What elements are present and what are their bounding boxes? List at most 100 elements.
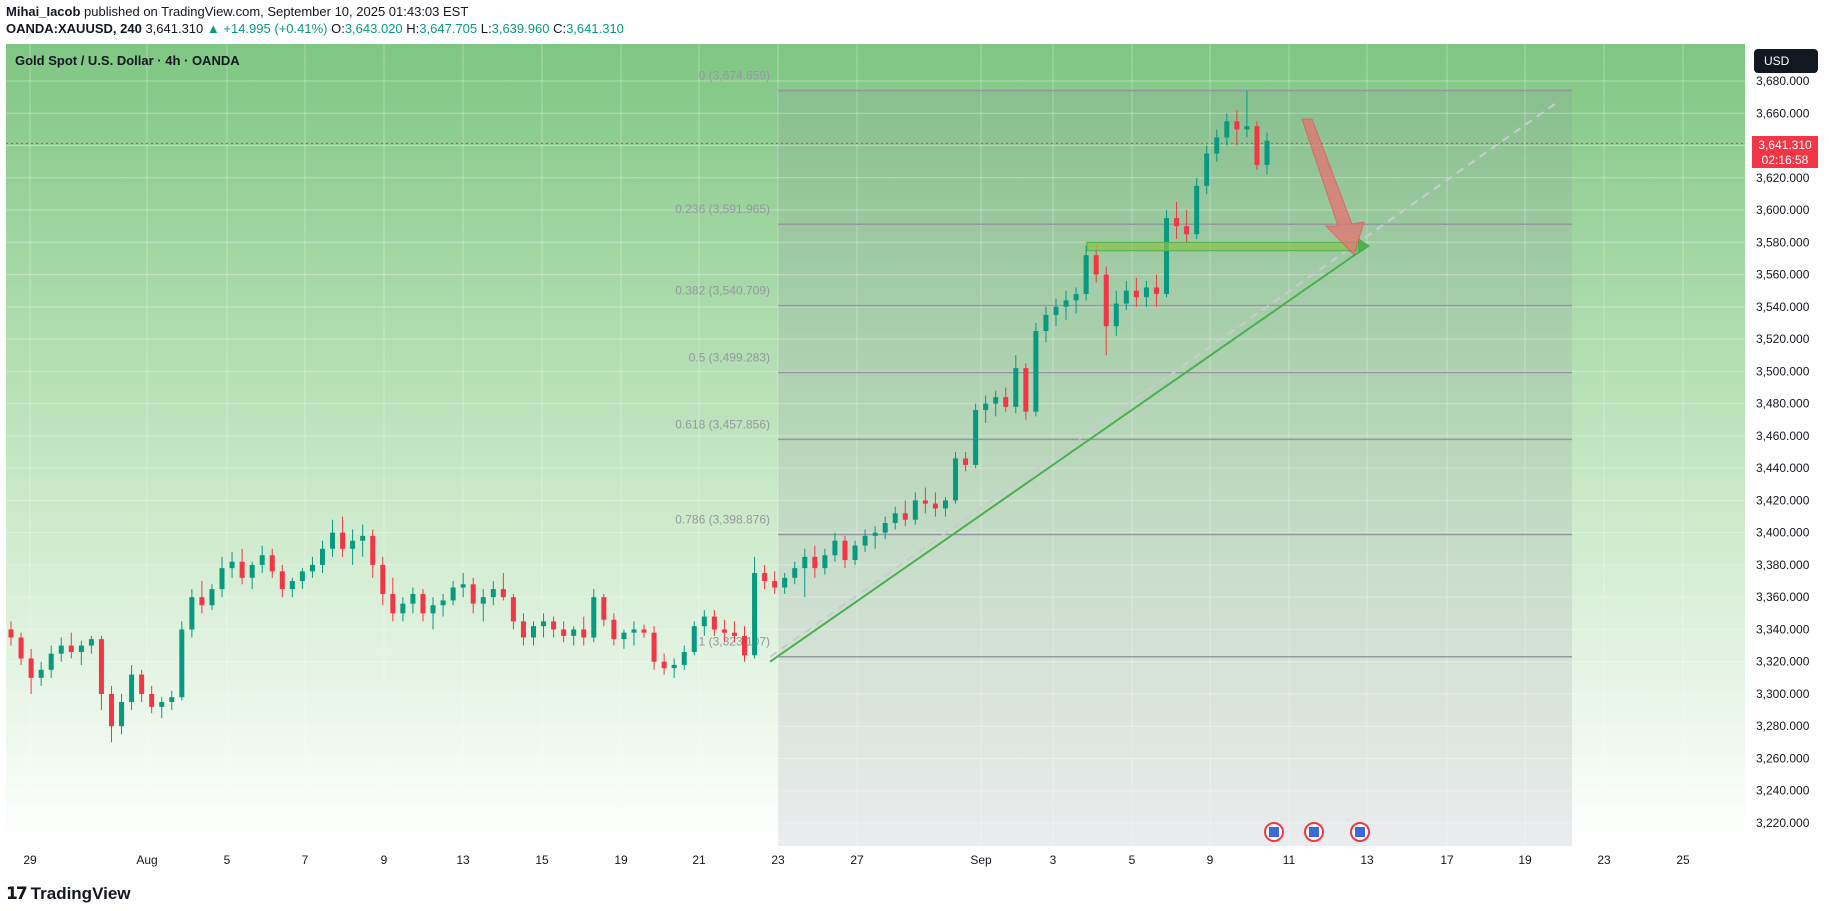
candle-body xyxy=(1164,218,1170,294)
x-tick-label: 27 xyxy=(850,853,864,867)
candle-body xyxy=(671,664,677,669)
trendline-arrowhead xyxy=(1358,238,1370,254)
candle-body xyxy=(289,581,295,590)
candle-body xyxy=(661,661,667,669)
x-tick-label: 9 xyxy=(1207,853,1214,867)
candle-body xyxy=(721,629,727,633)
trendline xyxy=(769,246,1367,663)
candle-body xyxy=(169,697,175,703)
candle-body xyxy=(1174,218,1180,227)
tradingview-logo[interactable]: 𝟭𝟳 TradingView xyxy=(6,884,131,904)
author[interactable]: Mihai_Iacob xyxy=(6,4,81,19)
candle-body xyxy=(350,540,356,549)
candle-body xyxy=(88,639,94,646)
candle-body xyxy=(882,522,888,533)
candle-body xyxy=(772,581,778,588)
last-price: 3,641.310 xyxy=(145,21,204,36)
candle-body xyxy=(1214,137,1220,154)
x-tick-label: Sep xyxy=(970,853,992,867)
y-tick-label: 3,460.000 xyxy=(1756,429,1810,443)
candle-body xyxy=(571,629,577,636)
candle-body xyxy=(299,571,305,582)
candle-body xyxy=(269,555,275,572)
candle-body xyxy=(551,621,557,630)
candle-body xyxy=(259,555,265,565)
candle-body xyxy=(1194,185,1200,235)
candle-body xyxy=(651,632,657,662)
last-price-tag: 3,641.310 02:16:58 xyxy=(1752,136,1818,168)
candle-body xyxy=(129,674,135,703)
candle-body xyxy=(1043,314,1049,332)
x-tick-label: 11 xyxy=(1283,853,1296,867)
candle-body xyxy=(782,577,788,588)
candle-body xyxy=(762,572,768,582)
candle-body xyxy=(691,626,697,653)
candle-body xyxy=(1224,121,1230,138)
y-tick-label: 3,520.000 xyxy=(1756,332,1810,346)
y-tick-label: 3,500.000 xyxy=(1756,364,1810,378)
candle-body xyxy=(249,564,255,578)
candle-body xyxy=(380,564,386,594)
candle-body xyxy=(340,532,346,549)
candle-body xyxy=(1123,290,1129,304)
candle-body xyxy=(440,600,446,606)
candle-body xyxy=(410,593,416,604)
y-tick-label: 3,220.000 xyxy=(1756,816,1810,830)
candle-body xyxy=(591,597,597,638)
candle-body xyxy=(812,556,818,569)
candle-body xyxy=(98,639,104,694)
candle-body xyxy=(219,568,225,590)
candle-body xyxy=(731,632,737,636)
candle-body xyxy=(611,619,617,640)
fib-label: 0.5 (3,499.283) xyxy=(689,351,770,365)
currency-button[interactable]: USD xyxy=(1754,49,1818,73)
candle-body xyxy=(681,652,687,665)
candle-body xyxy=(149,693,155,707)
candle-body xyxy=(360,535,366,541)
candle-body xyxy=(239,561,245,578)
candle-body xyxy=(189,597,195,630)
x-tick-label: 17 xyxy=(1440,853,1454,867)
candle-body xyxy=(18,637,24,659)
candle-body xyxy=(1003,397,1009,407)
candle-body xyxy=(48,653,54,670)
y-axis: 3,220.000 3,240.000 3,260.000 3,280.000 3,30… xyxy=(1756,74,1810,830)
candle-body xyxy=(932,503,938,509)
x-tick-label: 19 xyxy=(614,853,628,867)
x-tick-label: 15 xyxy=(535,853,549,867)
x-tick-label: 19 xyxy=(1518,853,1532,867)
y-tick-label: 3,620.000 xyxy=(1756,171,1810,185)
candle-body xyxy=(38,669,44,678)
candle-body xyxy=(390,593,396,614)
x-tick-label: 3 xyxy=(1050,853,1057,867)
candle-body xyxy=(108,693,114,727)
y-tick-label: 3,480.000 xyxy=(1756,397,1810,411)
y-tick-label: 3,600.000 xyxy=(1756,203,1810,217)
candle-body xyxy=(520,621,526,638)
candle-body xyxy=(641,629,647,633)
fib-label: 0.236 (3,591.965) xyxy=(675,202,770,216)
candle-body xyxy=(1143,287,1149,298)
candle-body xyxy=(561,629,567,636)
y-tick-label: 3,300.000 xyxy=(1756,687,1810,701)
y-tick-label: 3,280.000 xyxy=(1756,719,1810,733)
x-tick-label: Aug xyxy=(136,853,157,867)
candle-body xyxy=(279,571,285,590)
candle-body xyxy=(541,621,547,627)
candle-body xyxy=(1264,140,1270,165)
y-tick-label: 3,660.000 xyxy=(1756,106,1810,120)
candle-body xyxy=(370,535,376,565)
x-tick-label: 5 xyxy=(1129,853,1136,867)
ohlc-line: OANDA:XAUUSD, 240 3,641.310 ▲ +14.995 (+… xyxy=(6,21,624,36)
price-change: ▲ +14.995 (+0.41%) xyxy=(206,21,328,36)
candle-body xyxy=(942,500,948,509)
y-tick-label: 3,320.000 xyxy=(1756,655,1810,669)
close-value: 3,641.310 xyxy=(566,21,624,36)
x-tick-label: 21 xyxy=(692,853,706,867)
candle-body xyxy=(68,645,74,653)
candle-body xyxy=(1184,226,1190,235)
candle-body xyxy=(319,548,325,565)
candle-body xyxy=(229,561,235,569)
x-tick-label: 29 xyxy=(23,853,37,867)
